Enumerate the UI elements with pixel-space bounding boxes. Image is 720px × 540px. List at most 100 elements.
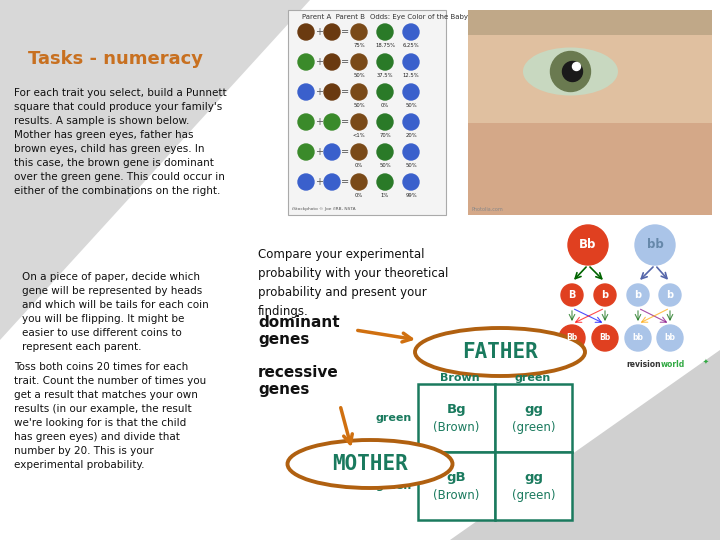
- Text: =: =: [341, 177, 349, 187]
- Circle shape: [627, 284, 649, 306]
- Text: =: =: [341, 147, 349, 157]
- Polygon shape: [0, 0, 310, 340]
- Text: Toss both coins 20 times for each
trait. Count the number of times you
get a res: Toss both coins 20 times for each trait.…: [14, 362, 206, 470]
- Circle shape: [377, 24, 393, 40]
- Circle shape: [351, 54, 367, 70]
- Bar: [468, 10, 712, 123]
- Text: 6.25%: 6.25%: [402, 43, 419, 48]
- Circle shape: [403, 174, 419, 190]
- Text: =: =: [341, 57, 349, 67]
- Text: 70%: 70%: [379, 133, 391, 138]
- Text: Brown: Brown: [440, 373, 480, 383]
- Ellipse shape: [523, 48, 618, 96]
- Circle shape: [351, 24, 367, 40]
- Circle shape: [324, 24, 340, 40]
- Bar: [495, 452, 572, 520]
- Text: Compare your experimental
probability with your theoretical
probability and pres: Compare your experimental probability wi…: [258, 248, 449, 318]
- Circle shape: [298, 144, 314, 160]
- Circle shape: [403, 54, 419, 70]
- Text: iStockphoto © Joe /IRB, NSTA: iStockphoto © Joe /IRB, NSTA: [292, 207, 356, 211]
- Text: +: +: [315, 147, 323, 157]
- Circle shape: [377, 54, 393, 70]
- Circle shape: [298, 24, 314, 40]
- Text: <1%: <1%: [353, 133, 365, 138]
- Circle shape: [551, 51, 590, 91]
- Circle shape: [592, 325, 618, 351]
- Circle shape: [659, 284, 681, 306]
- Circle shape: [561, 284, 583, 306]
- Text: gg: gg: [524, 402, 543, 415]
- Text: On a piece of paper, decide which
gene will be represented by heads
and which wi: On a piece of paper, decide which gene w…: [22, 272, 209, 352]
- Text: +: +: [315, 117, 323, 127]
- Text: Bb: Bb: [599, 334, 611, 342]
- Text: +: +: [315, 57, 323, 67]
- Text: 0%: 0%: [355, 193, 363, 198]
- Text: Bb: Bb: [580, 239, 597, 252]
- Text: 0%: 0%: [355, 163, 363, 168]
- Text: 1%: 1%: [381, 193, 389, 198]
- Circle shape: [324, 114, 340, 130]
- Text: Odds: Eye Color of the Baby: Odds: Eye Color of the Baby: [370, 14, 468, 20]
- Circle shape: [377, 144, 393, 160]
- Text: gB: gB: [446, 470, 467, 483]
- Circle shape: [572, 63, 580, 71]
- Text: B: B: [568, 290, 576, 300]
- Text: Parent A  Parent B: Parent A Parent B: [302, 14, 365, 20]
- Text: 99%: 99%: [405, 193, 417, 198]
- Text: b: b: [601, 290, 608, 300]
- Circle shape: [351, 114, 367, 130]
- Text: bb: bb: [665, 334, 675, 342]
- Circle shape: [324, 144, 340, 160]
- Circle shape: [377, 114, 393, 130]
- Circle shape: [351, 144, 367, 160]
- Text: green: green: [515, 373, 551, 383]
- Text: 12.5%: 12.5%: [402, 73, 419, 78]
- Text: Bg: Bg: [446, 402, 467, 415]
- Text: b: b: [634, 290, 642, 300]
- Circle shape: [568, 225, 608, 265]
- Text: =: =: [341, 87, 349, 97]
- Text: world: world: [661, 360, 685, 369]
- Circle shape: [351, 174, 367, 190]
- Circle shape: [351, 84, 367, 100]
- Circle shape: [377, 84, 393, 100]
- Text: +: +: [315, 27, 323, 37]
- Text: MOTHER: MOTHER: [332, 454, 408, 474]
- Bar: [288, 10, 446, 215]
- Text: 50%: 50%: [354, 73, 365, 78]
- Bar: [468, 10, 712, 215]
- Text: 20%: 20%: [405, 133, 417, 138]
- Text: recessive
genes: recessive genes: [258, 365, 338, 397]
- Circle shape: [403, 24, 419, 40]
- Text: 75%: 75%: [354, 43, 365, 48]
- Circle shape: [559, 325, 585, 351]
- Ellipse shape: [415, 328, 585, 376]
- Text: green: green: [376, 481, 412, 491]
- Text: gg: gg: [524, 470, 543, 483]
- Text: +: +: [315, 177, 323, 187]
- Text: 50%: 50%: [405, 103, 417, 108]
- Text: 50%: 50%: [405, 163, 417, 168]
- Text: =: =: [341, 27, 349, 37]
- Circle shape: [403, 84, 419, 100]
- Text: =: =: [341, 117, 349, 127]
- Polygon shape: [450, 350, 720, 540]
- Circle shape: [403, 144, 419, 160]
- Circle shape: [657, 325, 683, 351]
- Text: 18.75%: 18.75%: [375, 43, 395, 48]
- Bar: [495, 384, 572, 452]
- Circle shape: [298, 174, 314, 190]
- Text: (green): (green): [512, 489, 555, 502]
- Text: (green): (green): [512, 421, 555, 434]
- Text: FATHER: FATHER: [462, 342, 538, 362]
- Bar: [468, 10, 712, 35]
- Circle shape: [298, 114, 314, 130]
- Circle shape: [377, 174, 393, 190]
- Circle shape: [594, 284, 616, 306]
- Circle shape: [625, 325, 651, 351]
- Circle shape: [298, 84, 314, 100]
- Ellipse shape: [287, 440, 452, 488]
- Circle shape: [324, 54, 340, 70]
- Circle shape: [562, 62, 582, 82]
- Text: 37.5%: 37.5%: [377, 73, 393, 78]
